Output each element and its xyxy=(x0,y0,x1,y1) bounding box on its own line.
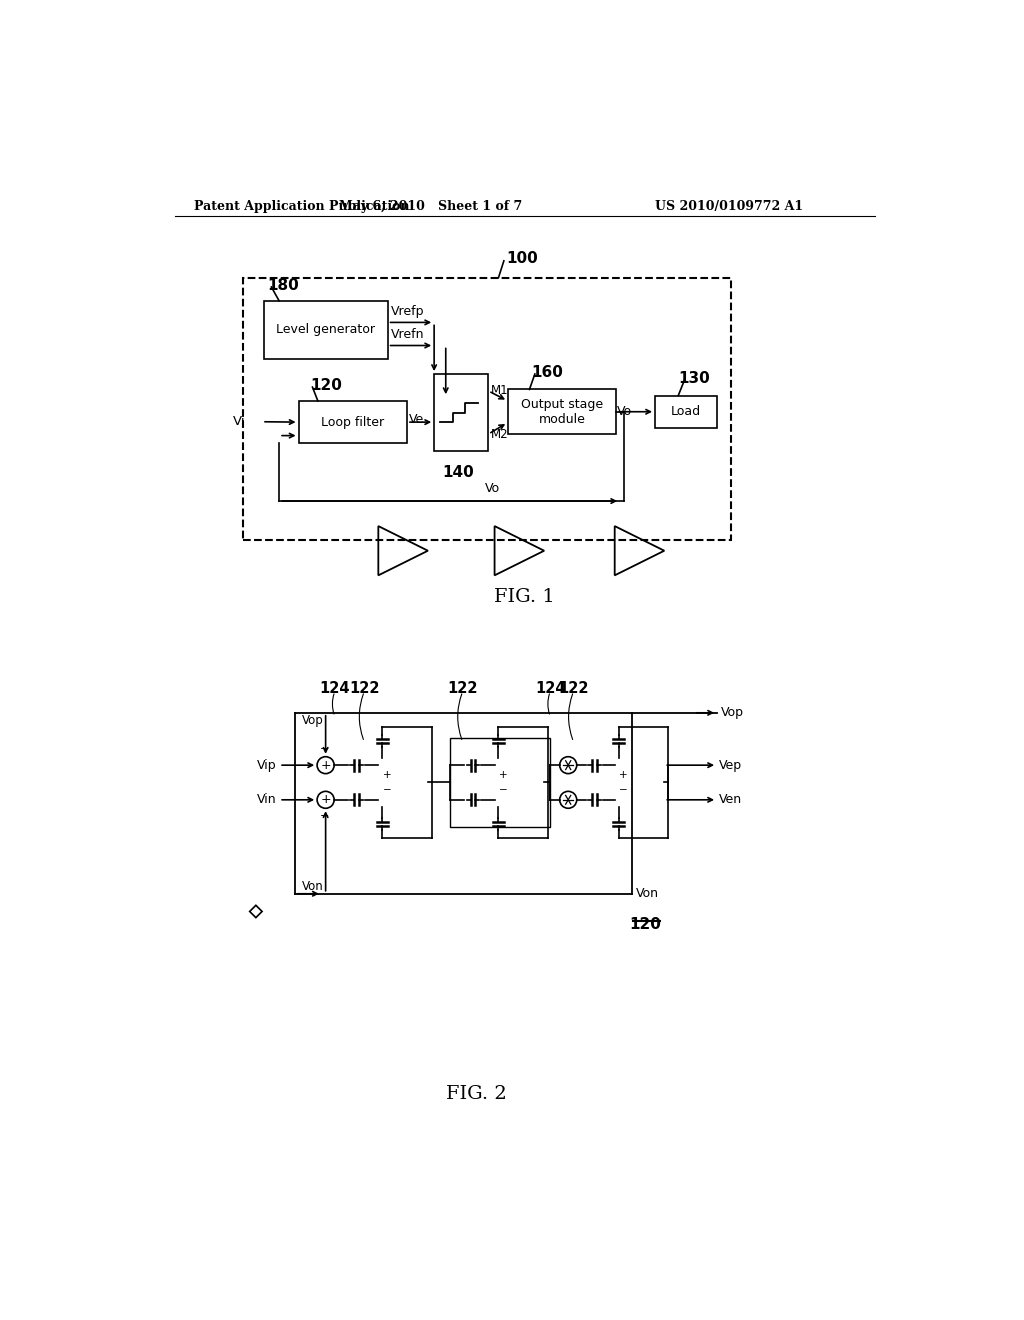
FancyBboxPatch shape xyxy=(508,389,616,434)
Text: 124: 124 xyxy=(536,681,565,696)
Text: Output stage
module: Output stage module xyxy=(521,397,603,426)
Text: 122: 122 xyxy=(447,681,478,696)
FancyBboxPatch shape xyxy=(263,301,388,359)
Text: −: − xyxy=(499,785,508,796)
Text: Loop filter: Loop filter xyxy=(322,416,384,429)
Text: Vin: Vin xyxy=(257,793,276,807)
Text: FIG. 2: FIG. 2 xyxy=(446,1085,507,1104)
Text: 124: 124 xyxy=(319,681,350,696)
Text: US 2010/0109772 A1: US 2010/0109772 A1 xyxy=(655,199,803,213)
FancyBboxPatch shape xyxy=(450,738,550,826)
FancyBboxPatch shape xyxy=(655,396,717,428)
Text: Vi: Vi xyxy=(233,416,246,428)
Text: 120: 120 xyxy=(630,917,662,932)
Text: Vip: Vip xyxy=(257,759,276,772)
Text: Vop: Vop xyxy=(721,706,743,719)
Text: 122: 122 xyxy=(558,681,589,696)
Text: 130: 130 xyxy=(678,371,710,387)
Text: Von: Von xyxy=(636,887,658,900)
Text: Ven: Ven xyxy=(719,793,742,807)
Text: Vrefn: Vrefn xyxy=(391,327,424,341)
FancyBboxPatch shape xyxy=(299,401,407,444)
Text: May 6, 2010   Sheet 1 of 7: May 6, 2010 Sheet 1 of 7 xyxy=(339,199,522,213)
Text: −: − xyxy=(383,785,391,796)
Text: M2: M2 xyxy=(490,428,508,441)
Text: −: − xyxy=(321,744,330,755)
Text: Vrefp: Vrefp xyxy=(391,305,424,318)
Text: FIG. 1: FIG. 1 xyxy=(495,589,555,606)
Text: M1: M1 xyxy=(490,384,508,397)
Text: Vop: Vop xyxy=(301,714,324,727)
FancyBboxPatch shape xyxy=(434,374,488,451)
Text: 122: 122 xyxy=(349,681,380,696)
Text: +: + xyxy=(321,759,331,772)
Text: +: + xyxy=(620,770,628,780)
Text: Vo: Vo xyxy=(484,482,500,495)
Text: 140: 140 xyxy=(442,465,474,480)
Text: +: + xyxy=(321,793,331,807)
Text: +: + xyxy=(383,770,391,780)
Text: Vep: Vep xyxy=(719,759,742,772)
Text: Ve: Ve xyxy=(410,413,425,426)
Text: 160: 160 xyxy=(531,364,563,380)
Text: 120: 120 xyxy=(310,378,342,393)
Text: +: + xyxy=(499,770,508,780)
Text: Von: Von xyxy=(301,879,324,892)
Text: 180: 180 xyxy=(267,279,299,293)
Text: 100: 100 xyxy=(506,251,538,267)
Text: Vo: Vo xyxy=(617,405,632,418)
Text: −: − xyxy=(618,785,628,796)
Text: Patent Application Publication: Patent Application Publication xyxy=(194,199,410,213)
Text: Level generator: Level generator xyxy=(276,323,375,337)
Text: Load: Load xyxy=(671,405,701,418)
Text: −: − xyxy=(321,810,330,821)
